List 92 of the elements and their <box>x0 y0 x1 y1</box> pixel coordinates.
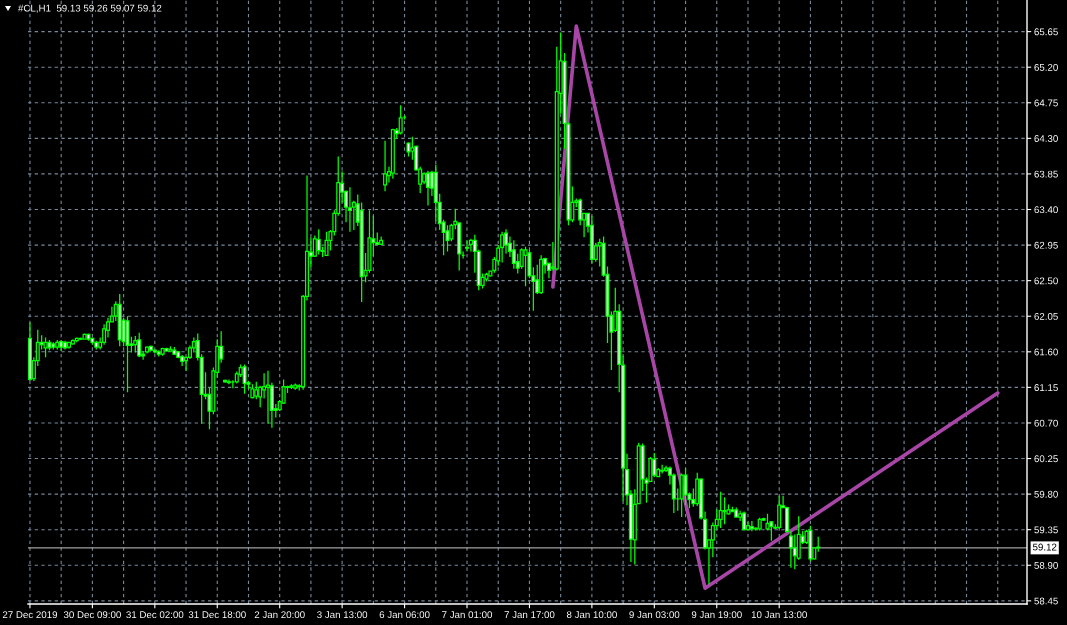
candlestick <box>137 332 142 358</box>
candlestick <box>757 517 762 532</box>
candlestick <box>777 495 782 530</box>
candlestick <box>59 339 64 352</box>
x-tick-label: 27 Dec 2019 <box>2 611 58 619</box>
candlestick <box>316 228 321 256</box>
candlestick <box>293 382 298 391</box>
candlestick <box>445 224 450 253</box>
candlestick <box>133 335 138 354</box>
candlestick <box>652 452 657 478</box>
candlestick <box>636 442 641 505</box>
candlestick <box>152 348 157 355</box>
candlestick <box>66 341 72 350</box>
candlestick <box>734 506 739 519</box>
y-tick-label: 58.90 <box>1034 562 1058 569</box>
candlestick <box>117 293 122 347</box>
x-tick-label: 9 Jan 03:00 <box>629 611 680 619</box>
candlestick <box>242 363 247 395</box>
candlestick <box>383 140 388 192</box>
ref-line-label: 59.12 <box>1032 543 1057 551</box>
candlestick <box>390 128 395 180</box>
chart-title: #CL,H1 59.13 59.26 59.07 59.12 <box>18 4 162 13</box>
candlestick <box>55 339 60 351</box>
candlestick <box>51 341 56 351</box>
line-series <box>551 24 1000 590</box>
candlestick <box>749 520 754 532</box>
candlestick <box>78 336 83 341</box>
candlestick <box>464 239 470 253</box>
candlestick <box>160 347 165 357</box>
candlestick <box>164 347 169 353</box>
y-tick-label: 62.95 <box>1034 241 1058 249</box>
candlestick <box>722 496 727 525</box>
candlestick <box>406 141 411 158</box>
candlestick <box>379 235 384 245</box>
x-tick-label: 3 Jan 13:00 <box>317 611 368 619</box>
y-tick-label: 64.75 <box>1034 99 1058 107</box>
candlestick <box>500 231 505 264</box>
candlestick <box>156 349 161 358</box>
candlestick <box>632 488 637 566</box>
y-tick-label: 60.25 <box>1034 455 1058 463</box>
x-tick-label: 30 Dec 09:00 <box>63 611 121 619</box>
y-tick-label: 61.60 <box>1034 348 1058 356</box>
candlestick <box>43 336 48 358</box>
y-tick-label: 63.40 <box>1034 206 1058 214</box>
candlestick <box>324 231 329 256</box>
candlestick <box>250 383 255 400</box>
candlestick <box>265 370 271 425</box>
candlestick <box>125 315 130 393</box>
candlestick <box>660 464 665 475</box>
candlestick <box>168 345 173 353</box>
candlestick <box>808 525 813 562</box>
candlestick <box>718 491 723 529</box>
candlestick <box>539 254 544 295</box>
candlestick <box>172 346 177 356</box>
candlestick <box>70 338 75 346</box>
y-tick-label: 62.05 <box>1034 312 1058 320</box>
x-tick-label: 31 Dec 02:00 <box>126 611 184 619</box>
candlestick <box>425 170 431 207</box>
candlestick <box>289 383 294 390</box>
candlestick <box>148 344 153 352</box>
y-tick-label: 61.15 <box>1034 384 1058 391</box>
y-tick-label: 64.30 <box>1034 135 1058 142</box>
candlestick <box>94 340 99 351</box>
candlestick <box>223 378 228 384</box>
y-tick-label: 60.70 <box>1034 419 1058 427</box>
candlestick <box>347 186 352 233</box>
x-tick-label: 7 Jan 17:00 <box>504 611 555 619</box>
y-tick-label: 58.45 <box>1034 597 1058 605</box>
candlestick <box>86 332 91 342</box>
y-tick-label: 65.65 <box>1034 28 1058 36</box>
x-tick-label: 7 Jan 01:00 <box>442 611 493 619</box>
x-tick-label: 10 Jan 13:00 <box>751 611 807 619</box>
candlestick <box>90 336 95 346</box>
candlestick <box>589 215 594 264</box>
candlestick <box>63 340 68 351</box>
candlestick <box>226 378 232 385</box>
candlestick <box>398 104 403 136</box>
y-tick-label: 59.80 <box>1034 490 1058 498</box>
y-tick-label: 59.35 <box>1034 526 1058 534</box>
x-tick-label: 31 Dec 18:00 <box>188 611 246 619</box>
y-tick-label: 62.50 <box>1034 277 1058 285</box>
y-tick-label: 65.20 <box>1034 63 1058 71</box>
candlestick <box>742 510 747 532</box>
x-tick-label: 9 Jan 19:00 <box>691 611 742 619</box>
candlestick <box>180 354 185 367</box>
x-tick-label: 8 Jan 10:00 <box>566 611 617 619</box>
candlestick <box>511 239 516 270</box>
y-tick-label: 63.85 <box>1034 170 1058 178</box>
candlestick <box>28 321 32 382</box>
candlestick <box>523 246 528 287</box>
x-tick-label: 2 Jan 20:00 <box>254 611 305 619</box>
x-tick-label: 6 Jan 06:00 <box>379 611 430 619</box>
